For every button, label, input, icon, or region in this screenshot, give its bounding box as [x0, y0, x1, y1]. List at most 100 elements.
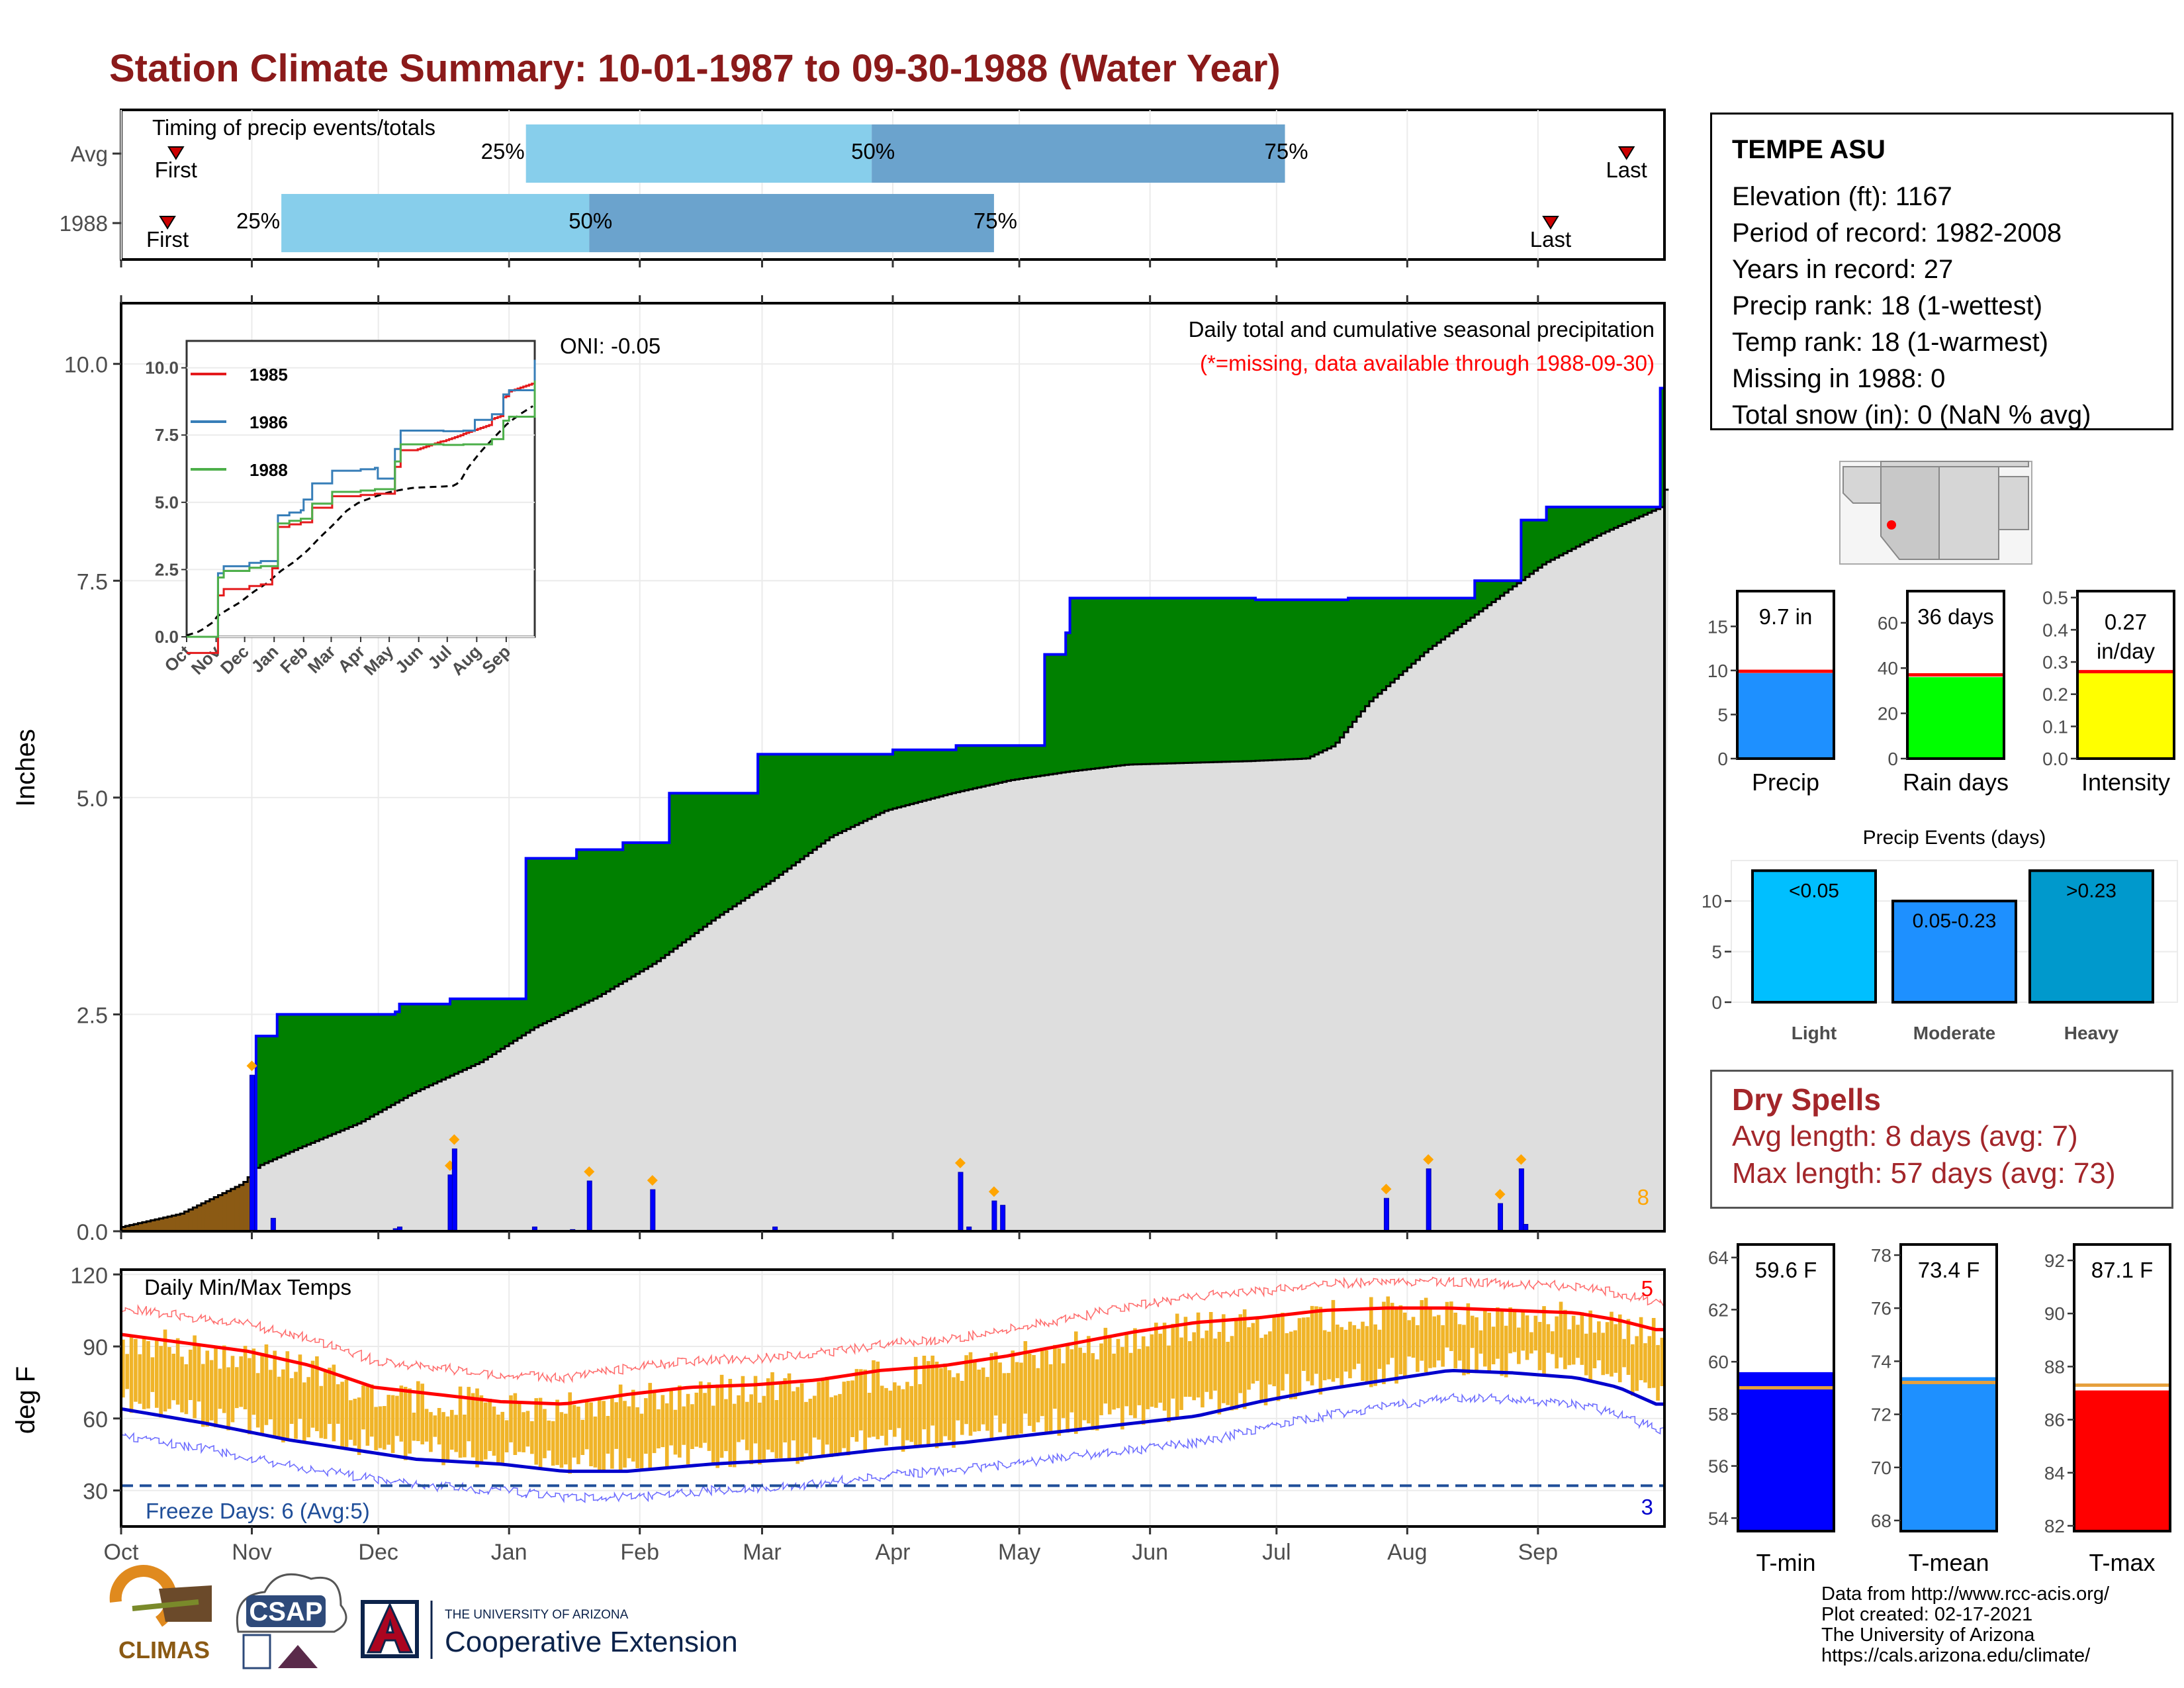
temp-y-tick-label: 90: [83, 1335, 108, 1360]
events-y-tick-label: 10: [1702, 891, 1722, 912]
events-category-label: Heavy: [2064, 1023, 2119, 1043]
precip-y-axis-label: Inches: [11, 729, 40, 807]
inset-frame: [185, 340, 536, 638]
small-panel-bar: [1737, 673, 1834, 759]
month-x-tick-label: Sep: [1518, 1540, 1559, 1565]
small-panel-frame: [1737, 1243, 1835, 1532]
temp-y-tick-label: 60: [83, 1407, 108, 1432]
small-panel-tick-label: 40: [1878, 658, 1898, 679]
small-panel-tick-label: 82: [2044, 1516, 2065, 1536]
inset-series-1986: [187, 359, 536, 638]
timing-bar-q25-q50: [281, 194, 590, 252]
small-panel-tick-label: 60: [1708, 1352, 1729, 1372]
cumulative-1988-line: [121, 387, 1666, 1233]
years-line: Years in record: 27: [1732, 255, 1954, 284]
missing-line: Missing in 1988: 0: [1732, 364, 1946, 393]
dry-spells-max: Max length: 57 days (avg: 73): [1732, 1157, 2116, 1190]
first-event-marker: [159, 216, 176, 230]
small-panel-value-unit: in/day: [2097, 639, 2156, 663]
month-x-tick-label: Aug: [1387, 1540, 1428, 1565]
small-panel-tick-label: 60: [1878, 613, 1898, 633]
small-panel-frame: [2073, 1243, 2171, 1532]
small-panel-tick-label: 64: [1708, 1248, 1729, 1268]
cold-count: 3: [1641, 1495, 1653, 1519]
events-bar: [1751, 869, 1877, 1004]
inset-series-1988: [187, 380, 536, 638]
small-panel-tick-label: 58: [1708, 1404, 1729, 1425]
average-cumulative-area: [121, 489, 1669, 1232]
small-panel-tick-label: 15: [1707, 616, 1728, 637]
daily-precip-marker: [1516, 1154, 1527, 1165]
last-event-marker: [1542, 216, 1559, 230]
small-panel-tick-label: 68: [1871, 1511, 1891, 1531]
station-name: TEMPE ASU: [1732, 135, 1886, 164]
small-panel-bar: [1738, 1372, 1834, 1531]
snow-line: Total snow (in): 0 (NaN % avg): [1732, 400, 2091, 430]
elevation-line: Elevation (ft): 1167: [1732, 182, 1952, 211]
average-cumulative-line: [121, 489, 1669, 1228]
small-panel-frame: [1736, 590, 1835, 760]
month-x-tick-label: Jun: [1132, 1540, 1168, 1565]
record-low-line: [120, 1392, 1665, 1503]
station-info-box: TEMPE ASU Elevation (ft): 1167 Period of…: [1710, 113, 2173, 430]
small-panel-label: T-min: [1756, 1549, 1816, 1576]
inset-y-tick-label: 2.5: [155, 559, 179, 579]
small-panel-tick-label: 70: [1871, 1458, 1891, 1478]
record-high-line: [120, 1276, 1665, 1384]
small-panel-value: 36 days: [1917, 604, 1994, 629]
last-event-marker: [1617, 146, 1635, 160]
credit-url: https://cals.arizona.edu/climate/: [1821, 1645, 2091, 1666]
small-panel-frame: [1906, 590, 2005, 760]
month-x-tick-label: Jan: [491, 1540, 527, 1565]
small-panel-tick-label: 78: [1871, 1245, 1891, 1266]
timing-label-25: 25%: [481, 139, 525, 164]
precip-rank-line: Precip rank: 18 (1-wettest): [1732, 291, 2043, 320]
events-y-tick-label: 5: [1711, 942, 1722, 962]
csap-mountain-icon: [278, 1645, 318, 1668]
small-panel-tick-label: 74: [1871, 1351, 1891, 1372]
inset-y-tick-label: 0.0: [155, 627, 179, 647]
daily-precip-marker: [246, 1060, 257, 1072]
credits: Data from http://www.rcc-acis.org/ Plot …: [1821, 1584, 2109, 1666]
logos: [109, 1565, 433, 1669]
small-panel-frame: [1899, 1243, 1998, 1532]
inset-legend-label: 1985: [250, 365, 288, 385]
small-panel-value: 73.4 F: [1918, 1258, 1980, 1282]
daily-precip-bar: [1000, 1205, 1006, 1232]
timing-title: Timing of precip events/totals: [152, 115, 435, 140]
locator-map: [1839, 461, 2032, 565]
inset-legend-label: 1986: [250, 412, 288, 432]
daily-precip-marker: [584, 1166, 595, 1178]
small-panel-tick-label: 62: [1708, 1299, 1729, 1320]
small-panel-bar: [2074, 1390, 2170, 1531]
small-panel-label: T-mean: [1908, 1549, 1989, 1576]
small-panel-tick-label: 0: [1717, 749, 1728, 769]
daily-precip-bar: [1426, 1168, 1432, 1232]
small-panel-tick-label: 0.3: [2042, 652, 2068, 673]
timing-label-50: 50%: [851, 139, 895, 164]
timing-bar-q50-q75: [589, 194, 994, 252]
daily-precip-marker: [988, 1186, 999, 1197]
events-category-label: Light: [1792, 1023, 1837, 1043]
precip-y-tick-label: 2.5: [77, 1003, 108, 1028]
inset-y-tick-label: 5.0: [155, 492, 179, 512]
timing-row-label: 1988: [60, 211, 108, 236]
small-panel-tick-label: 92: [2044, 1250, 2065, 1271]
timing-row-label: Avg: [71, 142, 108, 166]
inset-y-tick-label: 7.5: [155, 425, 179, 445]
precip-y-tick-label: 10.0: [64, 353, 108, 378]
temp-y-axis-label: deg F: [11, 1366, 40, 1434]
hot-count: 5: [1641, 1276, 1653, 1301]
last-event-label: Last: [1530, 227, 1571, 252]
temp-y-tick-label: 30: [83, 1479, 108, 1505]
daily-precip-bar: [586, 1180, 592, 1232]
map-state-tx: [1998, 476, 2029, 530]
precip-subtitle: (*=missing, data available through 1988-…: [1200, 351, 1655, 375]
csap-logo-text: CSAP: [249, 1597, 322, 1626]
ua-logo-small-text: THE UNIVERSITY OF ARIZONA: [445, 1608, 629, 1622]
small-panel-frame: [2076, 590, 2175, 760]
month-x-tick-label: Nov: [232, 1540, 271, 1565]
small-panel-tick-label: 0.1: [2042, 716, 2068, 737]
map-state-az: [1880, 466, 1940, 560]
climas-plant-icon: [132, 1599, 199, 1611]
